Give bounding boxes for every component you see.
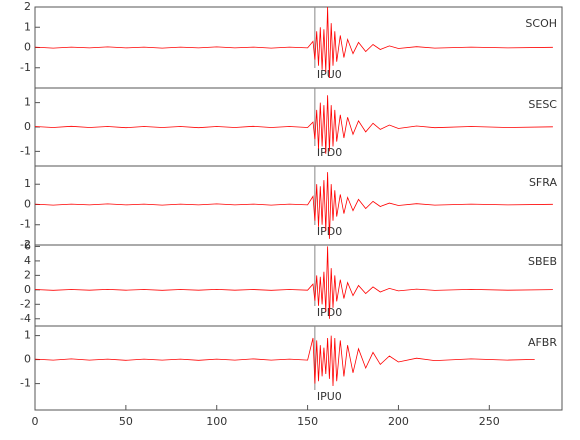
y-tick-label: 0 — [24, 353, 31, 366]
trace — [34, 95, 553, 154]
y-tick-label: 1 — [24, 177, 31, 190]
panel-frame — [34, 325, 563, 411]
y-tick-label: -2 — [20, 238, 31, 251]
y-tick-label: 0 — [24, 197, 31, 210]
station-label: SCOH — [525, 17, 557, 30]
y-tick-label: 4 — [24, 254, 31, 267]
y-tick-label: 2 — [24, 268, 31, 281]
x-tick-label: 250 — [479, 415, 500, 428]
y-tick-label: 0 — [24, 120, 31, 133]
y-tick-label: 6 — [24, 239, 31, 252]
trace — [34, 335, 535, 387]
y-tick-label: -4 — [20, 312, 31, 325]
panel-frame — [34, 244, 563, 327]
x-tick-label: 50 — [119, 415, 133, 428]
y-tick-label: 0 — [24, 41, 31, 54]
x-tick-label: 100 — [206, 415, 227, 428]
station-label: AFBR — [528, 336, 557, 349]
y-tick-label: 1 — [24, 96, 31, 109]
x-tick-label: 0 — [32, 415, 39, 428]
x-tick-label: 200 — [388, 415, 409, 428]
y-tick-label: -1 — [20, 377, 31, 390]
y-tick-label: -1 — [20, 218, 31, 231]
station-label: SESC — [528, 98, 557, 111]
y-tick-label: -1 — [20, 61, 31, 74]
y-tick-label: 2 — [24, 0, 31, 13]
y-tick-label: -1 — [20, 144, 31, 157]
y-tick-label: 1 — [24, 20, 31, 33]
x-tick-label: 150 — [297, 415, 318, 428]
station-label: SFRA — [529, 176, 558, 189]
pick-label: IPU0 — [317, 390, 342, 403]
trace — [34, 6, 553, 78]
y-tick-label: 0 — [24, 283, 31, 296]
trace — [34, 172, 553, 239]
trace — [34, 246, 553, 319]
panel-frame — [34, 165, 563, 246]
pick-label: IPD0 — [317, 146, 342, 159]
y-tick-label: -2 — [20, 297, 31, 310]
station-label: SBEB — [528, 255, 557, 268]
y-tick-label: 1 — [24, 329, 31, 342]
